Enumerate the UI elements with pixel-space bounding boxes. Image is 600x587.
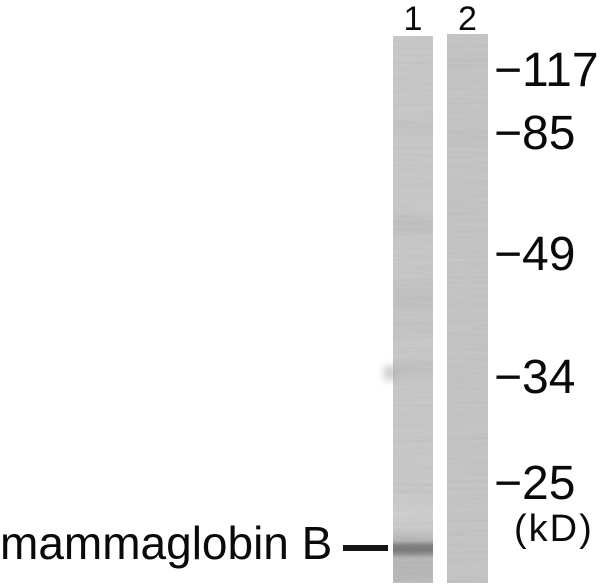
band-pointer-dash <box>343 545 388 551</box>
kd-unit-label: (kD) <box>514 508 594 550</box>
mw-marker-25: −25 <box>494 457 576 510</box>
gel-lane-2 <box>447 34 488 583</box>
band-label-mammaglobin-b: mammaglobin B <box>0 517 333 569</box>
gel-artifact-smudge <box>384 366 396 380</box>
mw-marker-49: −49 <box>494 228 576 281</box>
lane-1-label: 1 <box>403 0 423 38</box>
mw-marker-85: −85 <box>494 107 576 160</box>
lane-2-label: 2 <box>458 0 477 38</box>
gel-texture <box>447 34 488 583</box>
mw-marker-34: −34 <box>494 351 576 404</box>
gel-lane-1 <box>393 36 433 583</box>
gel-texture <box>393 36 433 583</box>
mw-marker-117: −117 <box>494 44 599 97</box>
